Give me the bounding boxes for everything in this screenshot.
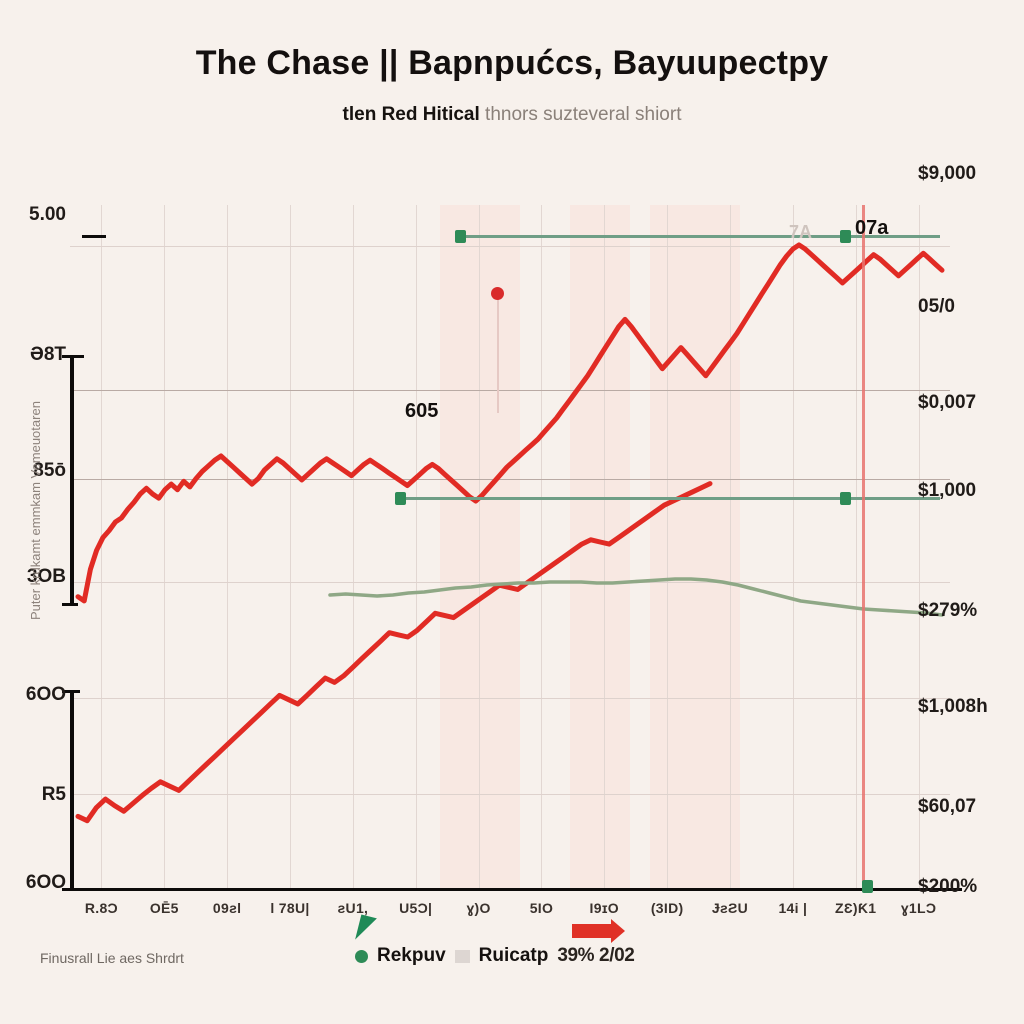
x-axis-tick-label-3: l 78U| (270, 900, 310, 916)
y-axis-left-tick-label-6: 6OO (25, 872, 66, 893)
event-marker-stem (497, 293, 499, 413)
vertical-gridline (101, 205, 102, 890)
chart-annotation-07a: 07a (855, 217, 889, 239)
vertical-gridline (919, 205, 920, 890)
red-vertical-event-line (862, 205, 865, 890)
x-axis-tick-label-10: ɈƨƧU (711, 900, 749, 916)
vertical-gridline (667, 205, 668, 890)
legend-value-text: 39% 2/02 (557, 945, 635, 966)
green-flag-marker-icon (355, 914, 377, 944)
y-axis-left-tick-label-0: 5.00 (29, 204, 66, 225)
page-subtitle: tlen Red Hitical thnors suzteveral shior… (0, 104, 1024, 126)
title-separator: || (379, 44, 399, 82)
y-axis-right-tick-label-5: $1,008h (918, 696, 988, 717)
vertical-gridline (604, 205, 605, 890)
green-square-marker (395, 492, 406, 505)
x-axis-tick-label-4: ƨU1, (337, 900, 369, 916)
horizontal-gridline (70, 246, 950, 247)
x-axis-spine (62, 888, 962, 891)
legend-gray-square-icon (454, 949, 470, 963)
vertical-gridline (353, 205, 354, 890)
y-axis-right-tick-label-1: 05/0 (918, 296, 955, 317)
subtitle-bold-text: tlen Red Hitical (342, 104, 480, 125)
y-axis-tick-cap-top (62, 355, 84, 358)
vertical-gridline (416, 205, 417, 890)
green-reference-line-mid (400, 497, 940, 500)
y-axis-left-tick-label-2: 85ō (33, 460, 66, 481)
chart-canvas (70, 205, 950, 890)
vertical-gridline (793, 205, 794, 890)
title-left-text: The Chase (195, 44, 370, 82)
x-axis-tick-label-6: ɣ)O (466, 900, 491, 916)
vertical-gridline (856, 205, 857, 890)
y-axis-top-tick-dash (82, 235, 106, 238)
footer-source-text: Finusrall Lie aes Shrdrt (40, 950, 184, 966)
y-axis-spine-upper (70, 355, 74, 605)
chart-legend: Rekpuv Ruicatp 39% 2/02 (355, 945, 635, 967)
series-line-green-lower (328, 577, 944, 617)
green-square-marker (455, 230, 466, 243)
green-axis-marker (862, 880, 873, 893)
vertical-gridline (290, 205, 291, 890)
chart-annotation-7a: 7A (789, 222, 813, 242)
title-right-text: Bapnpućcs, Bayuupectpy (408, 44, 829, 82)
horizontal-gridline (70, 479, 950, 480)
series-line-red-lower (75, 481, 713, 824)
x-axis-tick-label-8: I9ɪO (589, 900, 619, 916)
series-layer (75, 242, 945, 824)
y-axis-spine-lower (70, 690, 74, 890)
y-axis-right-tick-label-0: $9,000 (918, 163, 977, 184)
page-title: The Chase || Bapnpućcs, Bayuupectpy (0, 44, 1024, 83)
x-axis-tick-label-0: R.8Ɔ (84, 900, 118, 916)
x-axis-tick-label-2: 09ƨl (212, 900, 242, 916)
y-axis-left-tick-label-1: Ə8T (30, 344, 66, 365)
x-axis-tick-label-7: 5ƖO (529, 900, 554, 916)
series-line-red-upper (75, 242, 945, 604)
x-axis-tick-label-11: 14i | (778, 900, 808, 916)
shaded-band-3 (650, 205, 740, 890)
y-axis-right-tick-label-2: $0,007 (918, 392, 977, 413)
chart-annotation-605: 605 (405, 400, 439, 422)
y-axis-left-tick-label-4: 6OO (25, 684, 66, 705)
x-axis-tick-label-12: ZƐ)Ƙ1 (835, 900, 877, 916)
horizontal-gridline (70, 698, 950, 699)
x-axis-tick-label-1: OĒ5 (149, 900, 179, 916)
x-axis-tick-label-9: (3ƖD) (650, 900, 684, 916)
legend-green-dot-icon (355, 949, 368, 963)
y-axis-tick-cap-mid (62, 603, 78, 606)
legend-item-1-label[interactable]: Rekpuv (377, 945, 446, 966)
green-square-marker (840, 230, 851, 243)
vertical-gridline (479, 205, 480, 890)
x-axis-tick-label-13: ɣ1LƆ (900, 900, 937, 916)
red-arrow-marker-icon (572, 919, 625, 943)
y-axis-right-tick-label-4: $279% (918, 600, 978, 621)
legend-item-2-label[interactable]: Ruicatp (478, 945, 549, 966)
x-axis-tick-label-5: U5Ɔ| (399, 900, 433, 916)
y-axis-right-tick-label-6: $60,07 (918, 796, 977, 817)
vertical-gridline (730, 205, 731, 890)
y-axis-right-tick-label-7: $200% (918, 876, 978, 897)
chart-plot-area (70, 205, 950, 890)
y-axis-left-tick-label-5: R5 (41, 784, 66, 805)
horizontal-gridline (70, 390, 950, 391)
horizontal-gridline (70, 794, 950, 795)
green-reference-line-upper (460, 235, 940, 238)
shaded-band-1 (440, 205, 520, 890)
vertical-gridline (227, 205, 228, 890)
y-axis-tick-cap-mid2 (62, 690, 80, 693)
vertical-gridline (541, 205, 542, 890)
red-event-dot-marker[interactable] (491, 287, 504, 300)
y-axis-title: Puter krdkamt emmkam Vemeuotaren (28, 401, 43, 620)
green-square-marker (840, 492, 851, 505)
y-axis-left-tick-label-3: 3OB (26, 566, 66, 587)
y-axis-right-tick-label-3: $1,000 (918, 480, 977, 501)
subtitle-rest-text: thnors suzteveral shiort (485, 104, 682, 125)
vertical-gridline (164, 205, 165, 890)
